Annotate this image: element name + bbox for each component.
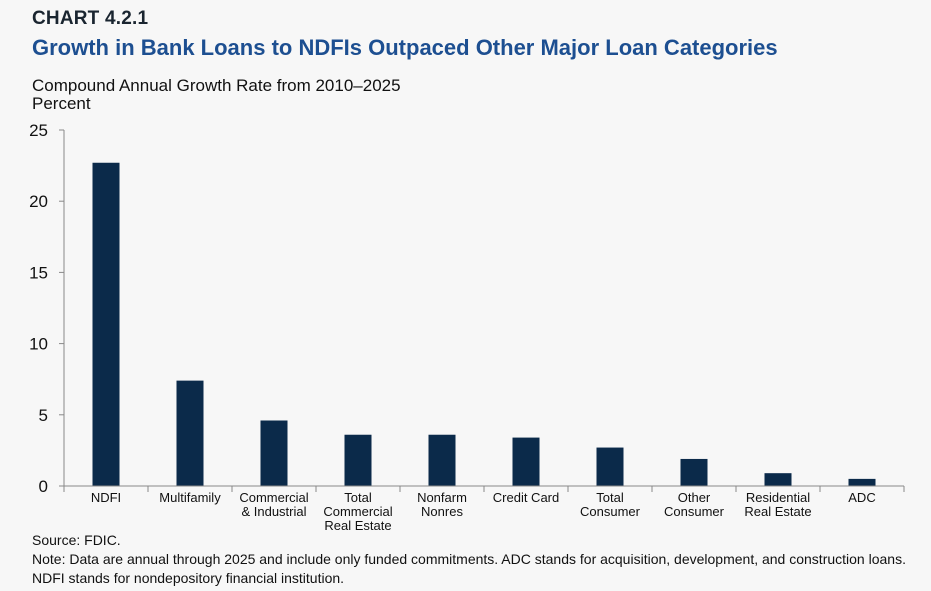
bar (92, 162, 120, 486)
x-tick-label: Nonfarm Nonres (417, 490, 467, 519)
bar (764, 473, 792, 486)
x-tick-label: Credit Card (493, 490, 559, 505)
source-note: Source: FDIC. (32, 532, 121, 548)
x-tick-label: Commercial & Industrial (239, 490, 308, 519)
bar (428, 434, 456, 486)
y-axis-unit: Percent (32, 94, 91, 113)
x-tick-label: Total Consumer (580, 490, 641, 519)
x-tick-label: Multifamily (159, 490, 221, 505)
bar (848, 478, 876, 486)
bar (512, 437, 540, 486)
chart-title: Growth in Bank Loans to NDFIs Outpaced O… (32, 35, 778, 60)
y-tick-label: 15 (29, 263, 48, 282)
bar (260, 420, 288, 486)
y-tick-label: 25 (29, 121, 48, 140)
x-tick-label: Residential Real Estate (744, 490, 811, 519)
bar (176, 380, 204, 486)
x-tick-label: Total Commercial Real Estate (323, 490, 392, 533)
chart-footer: Source: FDIC. Note: Data are annual thro… (32, 531, 912, 588)
y-tick-label: 0 (39, 477, 48, 496)
bar (596, 447, 624, 486)
chart-number: CHART 4.2.1 (32, 8, 149, 29)
y-tick-label: 10 (29, 335, 48, 354)
chart-subtitle: Compound Annual Growth Rate from 2010–20… (32, 76, 401, 95)
x-tick-label: ADC (848, 490, 875, 505)
explanatory-note: Note: Data are annual through 2025 and i… (32, 551, 906, 586)
bar (680, 458, 708, 486)
y-tick-label: 20 (29, 192, 48, 211)
y-tick-label: 5 (39, 406, 48, 425)
x-tick-label: NDFI (91, 490, 121, 505)
x-tick-label: Other Consumer (664, 490, 725, 519)
bar (344, 434, 372, 486)
